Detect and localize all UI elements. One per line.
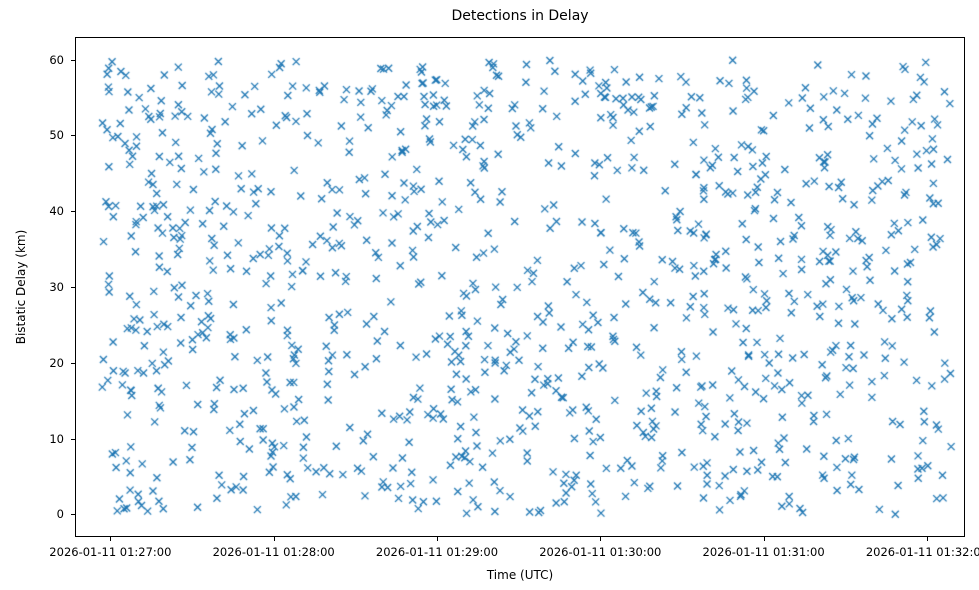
y-tick-mark (71, 211, 75, 213)
y-tick-label: 60 (49, 52, 64, 67)
y-tick-mark (71, 59, 75, 61)
y-tick-label: 40 (49, 204, 64, 219)
y-tick-mark (71, 438, 75, 440)
y-tick-mark (71, 362, 75, 364)
y-tick-label: 0 (56, 507, 64, 522)
scatter-points-canvas (76, 38, 964, 536)
x-tick-mark (436, 537, 438, 541)
x-axis-label: Time (UTC) (486, 568, 554, 582)
x-tick-mark (600, 537, 602, 541)
chart-title: Detections in Delay (451, 8, 589, 24)
y-tick-label: 20 (49, 355, 64, 370)
y-tick-mark (71, 135, 75, 137)
x-tick-label: 2026-01-11 01:29:00 (375, 545, 499, 559)
plot-area (75, 37, 965, 537)
x-tick-mark (110, 537, 112, 541)
x-tick-label: 2026-01-11 01:30:00 (539, 545, 662, 559)
x-tick-mark (926, 537, 928, 541)
y-axis-label: Bistatic Delay (km) (14, 229, 28, 345)
x-tick-label: 2026-01-11 01:27:00 (49, 545, 172, 559)
x-tick-label: 2026-01-11 01:32:00 (865, 545, 979, 559)
y-tick-mark (71, 287, 75, 288)
y-tick-mark (71, 514, 75, 516)
x-tick-mark (763, 537, 765, 541)
y-tick-label: 30 (49, 280, 64, 294)
y-tick-label: 50 (49, 128, 64, 143)
x-tick-mark (273, 537, 275, 541)
y-tick-label: 10 (49, 431, 64, 446)
x-tick-label: 2026-01-11 01:31:00 (702, 545, 825, 559)
x-tick-label: 2026-01-11 01:28:00 (212, 545, 335, 559)
